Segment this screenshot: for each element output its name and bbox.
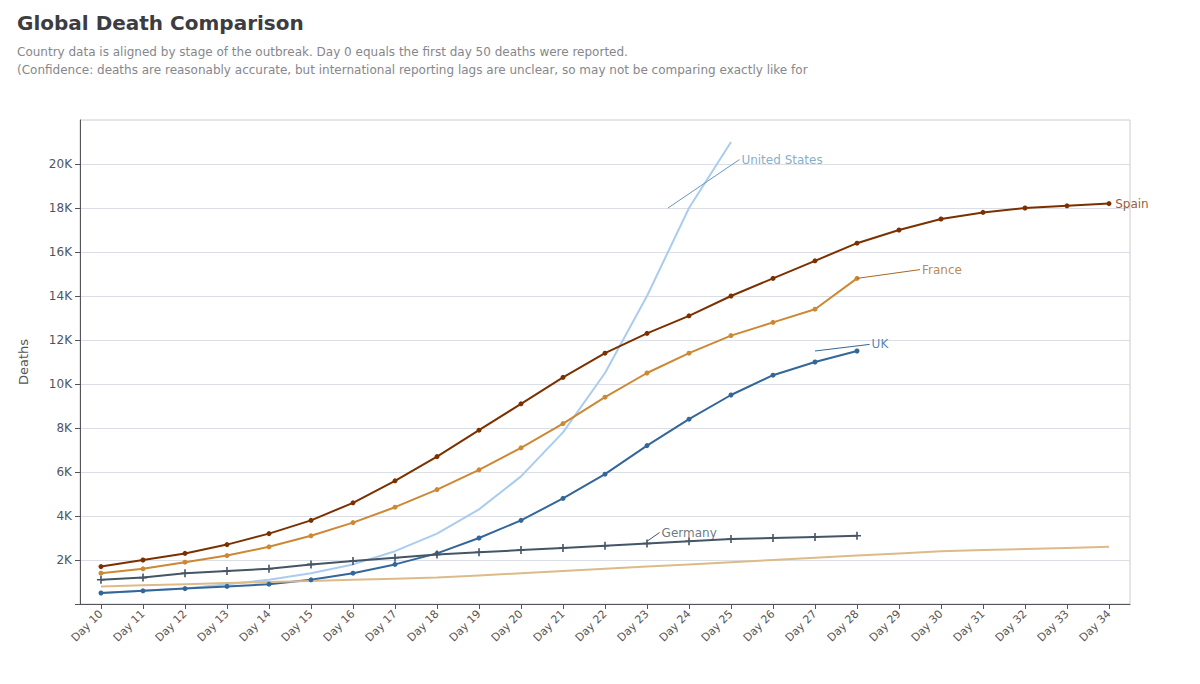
svg-text:2K: 2K: [56, 553, 73, 567]
svg-text:Day 25: Day 25: [699, 607, 736, 644]
svg-text:Day 12: Day 12: [153, 607, 190, 644]
svg-text:18K: 18K: [49, 201, 73, 215]
svg-text:Day 32: Day 32: [993, 607, 1030, 644]
svg-text:Day 31: Day 31: [951, 607, 988, 644]
svg-text:10K: 10K: [49, 377, 73, 391]
svg-text:Day 22: Day 22: [573, 607, 610, 644]
svg-text:Day 33: Day 33: [1035, 607, 1072, 644]
svg-text:Country data is aligned by sta: Country data is aligned by stage of the …: [17, 45, 628, 59]
svg-text:Day 19: Day 19: [447, 607, 484, 644]
svg-text:Day 29: Day 29: [867, 607, 904, 644]
svg-text:United States: United States: [741, 153, 822, 167]
svg-text:16K: 16K: [49, 245, 73, 259]
svg-text:Deaths: Deaths: [16, 339, 31, 385]
svg-text:Day 27: Day 27: [783, 607, 820, 644]
svg-text:UK: UK: [872, 337, 890, 351]
svg-text:Day 30: Day 30: [909, 607, 946, 644]
svg-text:8K: 8K: [56, 421, 73, 435]
svg-text:Day 28: Day 28: [825, 607, 862, 644]
svg-text:France: France: [922, 263, 962, 277]
svg-text:Day 16: Day 16: [321, 607, 358, 644]
svg-text:Day 11: Day 11: [111, 607, 148, 644]
svg-text:Day 15: Day 15: [279, 607, 316, 644]
svg-text:Day 10: Day 10: [69, 607, 106, 644]
svg-text:Day 17: Day 17: [363, 607, 400, 644]
svg-text:Day 34: Day 34: [1077, 607, 1114, 644]
svg-text:Spain: Spain: [1115, 197, 1149, 211]
svg-text:Day 21: Day 21: [531, 607, 568, 644]
svg-text:Germany: Germany: [662, 526, 717, 540]
svg-text:4K: 4K: [56, 509, 73, 523]
svg-text:Global Death Comparison: Global Death Comparison: [17, 11, 304, 35]
svg-text:Day 26: Day 26: [741, 607, 778, 644]
svg-text:6K: 6K: [56, 465, 73, 479]
svg-text:Day 14: Day 14: [237, 607, 274, 644]
svg-text:Day 18: Day 18: [405, 607, 442, 644]
svg-text:(Confidence: deaths are reason: (Confidence: deaths are reasonably accur…: [17, 63, 808, 77]
svg-text:20K: 20K: [49, 157, 73, 171]
svg-text:14K: 14K: [49, 289, 73, 303]
svg-text:Day 23: Day 23: [615, 607, 652, 644]
svg-text:Day 20: Day 20: [489, 607, 526, 644]
svg-text:12K: 12K: [49, 333, 73, 347]
svg-text:Day 13: Day 13: [195, 607, 232, 644]
svg-text:Day 24: Day 24: [657, 607, 694, 644]
